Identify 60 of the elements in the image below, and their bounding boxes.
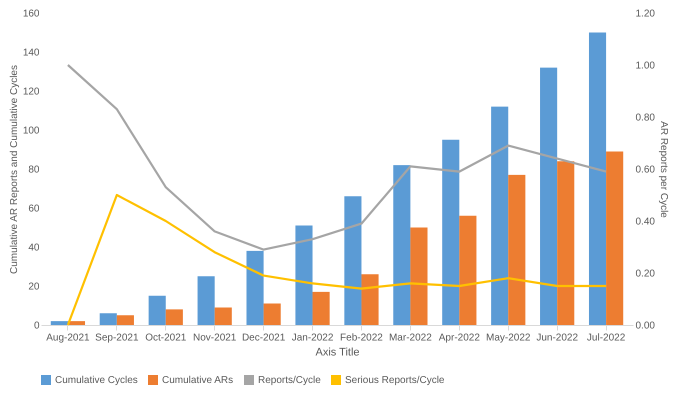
x-tick-label: Oct-2021 (145, 332, 187, 344)
y2-tick-label: 1.20 (636, 8, 656, 20)
bar (588, 32, 606, 325)
x-tick-label: Apr-2022 (438, 332, 480, 344)
bar (100, 313, 117, 325)
bar (540, 68, 558, 325)
y-tick-label: 40 (28, 242, 40, 254)
line-series (66, 194, 608, 326)
bar (264, 304, 281, 325)
bar (491, 106, 508, 325)
bar (148, 296, 166, 325)
bar (344, 196, 362, 325)
x-tick-label: Jan-2022 (292, 332, 334, 344)
y-tick-label: 100 (22, 126, 40, 136)
legend-label: Serious Reports/Cycle (345, 375, 445, 386)
bar (557, 161, 574, 325)
bar (459, 216, 476, 325)
x-tick-label: Jun-2022 (536, 332, 578, 344)
bar (246, 250, 264, 325)
legend-label: Cumulative Cycles (55, 375, 138, 386)
x-tick-label: Mar-2022 (388, 332, 432, 344)
y-tick-label: 0 (34, 320, 40, 332)
y2-tick-label: 0.80 (636, 112, 656, 124)
legend-label: Cumulative ARs (162, 375, 234, 386)
bar (361, 274, 379, 325)
y-tick-label: 60 (28, 204, 40, 214)
bar (50, 321, 68, 325)
bar (295, 226, 313, 325)
bar (214, 307, 232, 325)
x-tick-label: Nov-2021 (193, 332, 237, 344)
y-axis-title: Cumulative AR Reports and Cumulative Cycles (8, 65, 20, 274)
bar (312, 292, 330, 325)
y2-axis-title: AR Reports per Cycle (658, 121, 669, 218)
y2-tick-label: 0.20 (636, 268, 656, 280)
y-tick-label: 160 (22, 8, 40, 20)
x-tick-label: Aug-2021 (46, 332, 90, 344)
bar (442, 140, 460, 325)
y-tick-label: 20 (28, 282, 40, 292)
bar (606, 151, 624, 325)
y2-tick-label: 1.00 (636, 60, 656, 72)
y-tick-label: 140 (22, 48, 40, 58)
legend-label: Reports/Cycle (258, 375, 322, 386)
bar (166, 309, 183, 325)
bar (508, 174, 526, 325)
x-tick-label: Dec-2021 (242, 332, 286, 344)
bar (198, 276, 215, 325)
line-series (66, 64, 608, 251)
x-tick-label: Jul-2022 (586, 332, 626, 344)
y-tick-label: 80 (28, 164, 40, 176)
y2-tick-label: 0.60 (636, 164, 656, 176)
bar (410, 228, 428, 325)
x-axis-title: Axis Title (315, 346, 360, 358)
y-tick-label: 120 (22, 86, 40, 98)
x-tick-label: Feb-2022 (340, 332, 384, 344)
x-tick-label: May-2022 (486, 332, 531, 344)
bar (116, 315, 134, 325)
x-tick-label: Sep-2021 (95, 332, 139, 344)
y2-tick-label: 0.40 (636, 216, 656, 228)
y2-tick-label: 0.00 (636, 320, 656, 332)
bar (393, 165, 410, 325)
